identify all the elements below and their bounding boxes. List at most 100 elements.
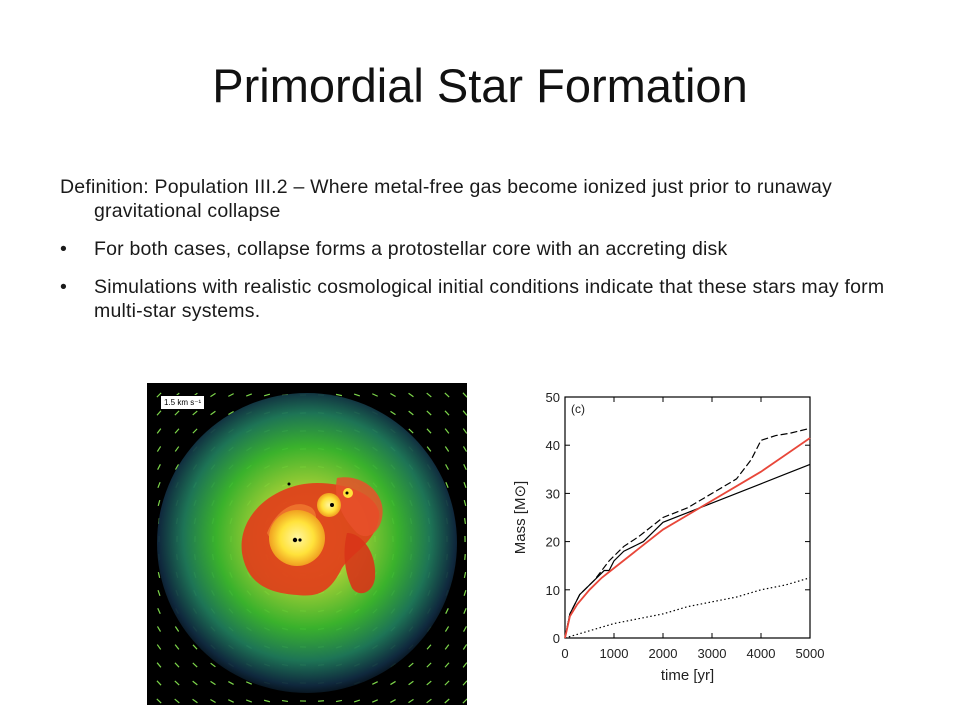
velocity-vector xyxy=(174,410,180,416)
y-tick-label: 50 xyxy=(546,390,560,405)
velocity-vector xyxy=(445,481,449,489)
x-tick-label: 3000 xyxy=(698,646,727,661)
velocity-vector xyxy=(463,464,467,470)
velocity-vector xyxy=(444,662,450,668)
bullet-item: • Simulations with realistic cosmologica… xyxy=(60,275,900,323)
y-tick-label: 20 xyxy=(546,535,560,550)
velocity-vector xyxy=(372,681,378,685)
velocity-vector xyxy=(335,393,343,397)
velocity-vector xyxy=(156,428,162,434)
slide-title: Primordial Star Formation xyxy=(212,59,748,112)
velocity-vector xyxy=(462,392,467,398)
velocity-vector xyxy=(156,680,162,686)
velocity-vector xyxy=(192,662,198,668)
x-tick-label: 5000 xyxy=(796,646,825,661)
velocity-vector xyxy=(192,410,198,416)
velocity-vector xyxy=(444,680,450,686)
velocity-vector xyxy=(210,410,216,416)
velocity-vector xyxy=(156,698,162,704)
y-tick-label: 0 xyxy=(553,631,560,646)
velocity-vector xyxy=(426,680,432,686)
velocity-vector xyxy=(463,608,467,614)
simulation-image: 1.5 km s⁻¹ xyxy=(147,383,467,705)
velocity-vector xyxy=(228,393,234,397)
velocity-vector xyxy=(174,680,180,686)
velocity-vector xyxy=(444,392,450,398)
velocity-vector xyxy=(174,644,180,650)
bullet-text: Simulations with realistic cosmological … xyxy=(94,276,885,322)
velocity-vector xyxy=(156,644,162,650)
velocity-vector xyxy=(444,446,450,452)
x-tick-label: 0 xyxy=(561,646,568,661)
velocity-vector xyxy=(444,626,450,632)
x-tick-label: 4000 xyxy=(747,646,776,661)
plot-frame xyxy=(564,396,811,639)
velocity-vector xyxy=(426,392,432,398)
velocity-vector xyxy=(228,699,234,703)
velocity-vector xyxy=(317,700,325,702)
velocity-vector xyxy=(335,699,343,703)
velocity-vector xyxy=(426,410,432,416)
velocity-vector xyxy=(462,428,467,434)
velocity-vector xyxy=(444,698,450,704)
velocity-vector xyxy=(157,499,161,507)
velocity-vector xyxy=(462,410,467,416)
velocity-vector xyxy=(426,662,432,668)
velocity-vector xyxy=(463,499,467,507)
y-axis-label: Mass [M⊙] xyxy=(512,481,529,554)
bullet-marker: • xyxy=(60,238,68,260)
velocity-vector xyxy=(192,680,198,686)
velocity-vector xyxy=(156,410,162,416)
velocity-vector xyxy=(192,644,198,650)
x-tick-label: 1000 xyxy=(600,646,629,661)
velocity-vector xyxy=(174,698,180,704)
velocity-vector xyxy=(408,392,414,398)
velocity-vector xyxy=(445,608,449,614)
velocity-vector xyxy=(445,464,449,470)
velocity-vector xyxy=(462,662,467,668)
velocity-vector xyxy=(281,699,289,703)
velocity-vector xyxy=(390,410,396,416)
velocity-vector xyxy=(426,644,432,650)
bullet-marker: • xyxy=(60,276,68,298)
velocity-vector xyxy=(353,393,361,397)
velocity-vector xyxy=(408,410,414,416)
body-text: Definition: Population III.2 – Where met… xyxy=(60,175,900,337)
velocity-vector xyxy=(156,392,162,398)
velocity-vector xyxy=(463,571,467,579)
velocity-vector xyxy=(462,644,467,650)
velocity-vector xyxy=(174,446,180,452)
velocity-vector xyxy=(210,698,216,704)
y-tick-label: 30 xyxy=(546,486,560,501)
panel-label: (c) xyxy=(571,402,585,416)
velocity-vector xyxy=(444,410,450,416)
velocity-vector xyxy=(157,571,161,579)
velocity-vector xyxy=(210,680,216,686)
velocity-vector xyxy=(426,428,432,434)
velocity-scale-label: 1.5 km s⁻¹ xyxy=(160,395,206,410)
velocity-vector xyxy=(408,428,414,434)
bullet-item: • For both cases, collapse forms a proto… xyxy=(60,237,900,261)
velocity-vector xyxy=(390,392,396,398)
velocity-vector xyxy=(174,428,180,434)
definition-paragraph: Definition: Population III.2 – Where met… xyxy=(60,176,832,222)
velocity-vector xyxy=(372,393,378,397)
velocity-vector xyxy=(462,446,467,452)
velocity-vector xyxy=(444,644,450,650)
primary-protostar-core xyxy=(269,510,325,566)
x-tick-label: 2000 xyxy=(649,646,678,661)
velocity-vector xyxy=(390,680,396,686)
sink-markers xyxy=(287,482,349,543)
series-line xyxy=(564,437,811,639)
velocity-vector xyxy=(156,662,162,668)
velocity-vector xyxy=(157,589,161,597)
simulation-density-map xyxy=(147,383,467,705)
velocity-vector xyxy=(245,393,253,397)
velocity-vector xyxy=(192,428,198,434)
velocity-vector xyxy=(463,589,467,597)
velocity-vector xyxy=(444,428,450,434)
velocity-vector xyxy=(426,698,432,704)
series-line xyxy=(564,463,811,639)
velocity-vector xyxy=(192,698,198,704)
velocity-vector xyxy=(263,699,271,703)
